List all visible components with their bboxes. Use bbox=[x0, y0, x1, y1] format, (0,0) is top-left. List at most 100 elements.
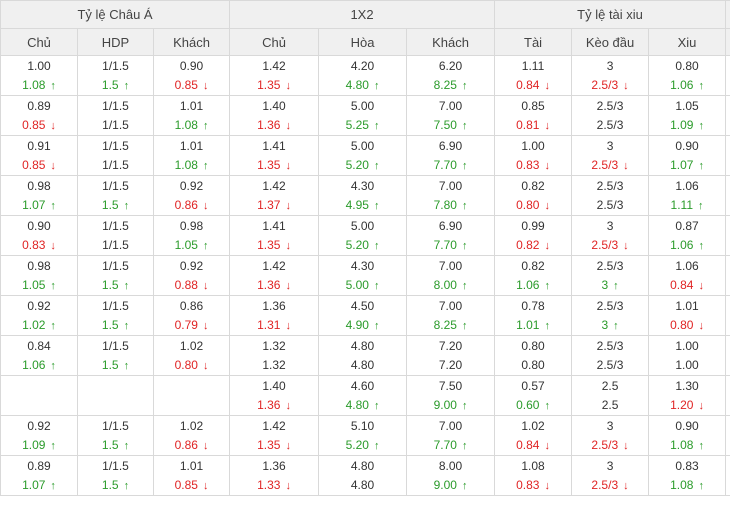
current-odds: 7.70 ↑ bbox=[407, 156, 494, 175]
odds-row[interactable]: 0.91 0.85 ↓ 1/1.5 1/1.5 1.01 1.08 ↑ 1.41 1.35 ↓ 5.0… bbox=[0, 135, 730, 176]
odds-row[interactable]: 0.92 1.09 ↑ 1/1.5 1.5 ↑ 1.02 0.86 ↓ 1.42 1.35 ↓ 5.10… bbox=[0, 415, 730, 456]
arrow-up-icon: ↑ bbox=[461, 119, 468, 132]
opening-odds: 0.78 bbox=[495, 297, 571, 316]
current-odds: 1/1.5 bbox=[78, 116, 153, 135]
odds-value: 0.84 bbox=[27, 338, 51, 353]
odds-row[interactable]: 0.89 0.85 ↓ 1/1.5 1/1.5 1.01 1.08 ↑ 1.40 1.36 ↓ 5.0… bbox=[0, 95, 730, 136]
opening-odds: 1.36 bbox=[230, 297, 318, 316]
odds-row[interactable]: 0.98 1.07 ↑ 1/1.5 1.5 ↑ 0.92 0.86 ↓ 1.42 1.37 ↓ 4.30… bbox=[0, 175, 730, 216]
arrow-up-icon: ↑ bbox=[373, 319, 380, 332]
odds-value: 0.85 bbox=[174, 477, 198, 492]
odds-row[interactable]: 0.98 1.05 ↑ 1/1.5 1.5 ↑ 0.92 0.88 ↓ 1.42 1.36 ↓ 4.30… bbox=[0, 255, 730, 296]
odds-cell-under: 1.30 1.20 ↓ bbox=[648, 375, 727, 416]
odds-cell-x-home: 1.42 1.35 ↓ bbox=[229, 415, 320, 456]
odds-value: 1.41 bbox=[262, 218, 286, 233]
opening-odds: 1.40 bbox=[230, 97, 318, 116]
col-header-under: Xiu bbox=[648, 28, 727, 56]
odds-row[interactable]: 0.92 1.02 ↑ 1/1.5 1.5 ↑ 0.86 0.79 ↓ 1.36 1.31 ↓ 4.50… bbox=[0, 295, 730, 336]
odds-value: 1/1.5 bbox=[102, 178, 129, 193]
odds-cell-over: 1.02 0.84 ↓ bbox=[494, 415, 573, 456]
odds-value: 9.00 bbox=[433, 397, 457, 412]
odds-value: 1.42 bbox=[262, 418, 286, 433]
odds-cell-opening-line: 2.5/3 3 ↑ bbox=[571, 295, 650, 336]
opening-odds: 4.30 bbox=[319, 177, 406, 196]
opening-odds: 1.11 bbox=[495, 57, 571, 76]
odds-value: 0.80 bbox=[675, 58, 699, 73]
opening-odds: 4.20 bbox=[319, 57, 406, 76]
odds-cell-draw: 4.20 4.80 ↑ bbox=[318, 55, 408, 96]
odds-value: 0.88 bbox=[174, 277, 198, 292]
odds-cell-opening-line: 3 2.5/3 ↓ bbox=[571, 135, 650, 176]
odds-row[interactable]: 0.89 1.07 ↑ 1/1.5 1.5 ↑ 1.01 0.85 ↓ 1.36 1.33 ↓ 4.80… bbox=[0, 455, 730, 496]
odds-value: 0.80 bbox=[521, 338, 545, 353]
odds-row[interactable]: 1.40 1.36 ↓ 4.60 4.80 ↑ 7.50 9.00 ↑ 0.57 0.60 ↑ 2.5 2… bbox=[0, 375, 730, 416]
current-odds: 8.25 ↑ bbox=[407, 316, 494, 335]
odds-value: 1.07 bbox=[22, 197, 46, 212]
odds-value: 4.80 bbox=[350, 338, 375, 353]
current-odds: 1.5 ↑ bbox=[78, 196, 153, 215]
arrow-up-icon: ↑ bbox=[123, 79, 130, 92]
odds-value: 2.5/3 bbox=[591, 157, 619, 172]
odds-cell-opening-line: 3 2.5/3 ↓ bbox=[571, 215, 650, 256]
opening-odds: 1/1.5 bbox=[78, 457, 153, 476]
col-header-draw: Hòa bbox=[318, 28, 408, 56]
column-header-row: Chủ HDP Khách Chủ Hòa Khách Tài Kèo đầu … bbox=[0, 28, 730, 56]
odds-cell-x-home: 1.32 1.32 bbox=[229, 335, 320, 376]
odds-value: 0.98 bbox=[179, 218, 204, 233]
opening-odds: 0.90 bbox=[1, 217, 77, 236]
opening-odds: 0.82 bbox=[495, 257, 571, 276]
arrow-up-icon: ↑ bbox=[123, 439, 130, 452]
odds-value: 1.36 bbox=[257, 277, 281, 292]
arrow-up-icon: ↑ bbox=[202, 159, 209, 172]
scrollbar-gutter bbox=[725, 255, 730, 296]
arrow-down-icon: ↓ bbox=[544, 479, 550, 492]
opening-odds: 0.90 bbox=[649, 417, 725, 436]
odds-value: 0.92 bbox=[179, 178, 204, 193]
current-odds: 4.80 ↑ bbox=[319, 76, 406, 95]
odds-row[interactable]: 0.90 0.83 ↓ 1/1.5 1/1.5 0.98 1.05 ↑ 1.41 1.35 ↓ 5.0… bbox=[0, 215, 730, 256]
current-odds: 1.35 ↓ bbox=[230, 436, 318, 455]
odds-value: 0.80 bbox=[521, 357, 545, 372]
odds-cell-over: 0.78 1.01 ↑ bbox=[494, 295, 573, 336]
current-odds: 1.20 ↓ bbox=[649, 396, 725, 415]
odds-cell-x-away: 7.00 7.70 ↑ bbox=[406, 415, 496, 456]
odds-row[interactable]: 0.84 1.06 ↑ 1/1.5 1.5 ↑ 1.02 0.80 ↓ 1.32 1.32 4.80 4… bbox=[0, 335, 730, 376]
arrow-down-icon: ↓ bbox=[544, 119, 550, 132]
odds-value: 7.00 bbox=[438, 98, 463, 113]
opening-odds: 1.40 bbox=[230, 377, 318, 396]
arrow-down-icon: ↓ bbox=[285, 439, 291, 452]
current-odds: 1.5 ↑ bbox=[78, 476, 153, 495]
odds-value: 2.5/3 bbox=[591, 477, 619, 492]
arrow-up-icon: ↑ bbox=[373, 279, 380, 292]
odds-cell-x-away: 6.20 8.25 ↑ bbox=[406, 55, 496, 96]
odds-value: 0.83 bbox=[516, 157, 540, 172]
opening-odds: 7.00 bbox=[407, 297, 494, 316]
odds-value: 1/1.5 bbox=[102, 157, 129, 172]
odds-value: 1.06 bbox=[675, 178, 699, 193]
arrow-down-icon: ↓ bbox=[544, 239, 550, 252]
odds-value: 3 bbox=[606, 418, 614, 433]
odds-value: 1.00 bbox=[675, 338, 699, 353]
current-odds: 0.86 ↓ bbox=[154, 196, 229, 215]
opening-odds: 0.98 bbox=[1, 257, 77, 276]
opening-odds: 5.00 bbox=[319, 217, 406, 236]
current-odds: 0.80 ↓ bbox=[649, 316, 725, 335]
odds-value: 1.02 bbox=[521, 418, 545, 433]
current-odds: 8.00 ↑ bbox=[407, 276, 494, 295]
current-odds: 1.11 ↑ bbox=[649, 196, 725, 215]
opening-odds: 1.41 bbox=[230, 137, 318, 156]
odds-value: 1/1.5 bbox=[102, 458, 129, 473]
odds-cell-home: 0.92 1.02 ↑ bbox=[0, 295, 78, 336]
group-header-row: Tỷ lệ Châu Á 1X2 Tỷ lệ tài xiu bbox=[0, 0, 730, 29]
odds-row[interactable]: 1.00 1.08 ↑ 1/1.5 1.5 ↑ 0.90 0.85 ↓ 1.42 1.35 ↓ 4.20… bbox=[0, 55, 730, 96]
opening-odds: 1.06 bbox=[649, 257, 725, 276]
current-odds: 2.5/3 ↓ bbox=[572, 476, 648, 495]
odds-cell-hdp: 1/1.5 1.5 ↑ bbox=[77, 455, 154, 496]
arrow-down-icon: ↓ bbox=[202, 319, 209, 332]
opening-odds: 1.00 bbox=[649, 337, 725, 356]
current-odds: 5.00 ↑ bbox=[319, 276, 406, 295]
opening-odds: 1.01 bbox=[154, 137, 229, 156]
odds-value: 0.86 bbox=[174, 197, 198, 212]
odds-cell-over: 0.82 1.06 ↑ bbox=[494, 255, 573, 296]
odds-value: 1.36 bbox=[262, 458, 286, 473]
